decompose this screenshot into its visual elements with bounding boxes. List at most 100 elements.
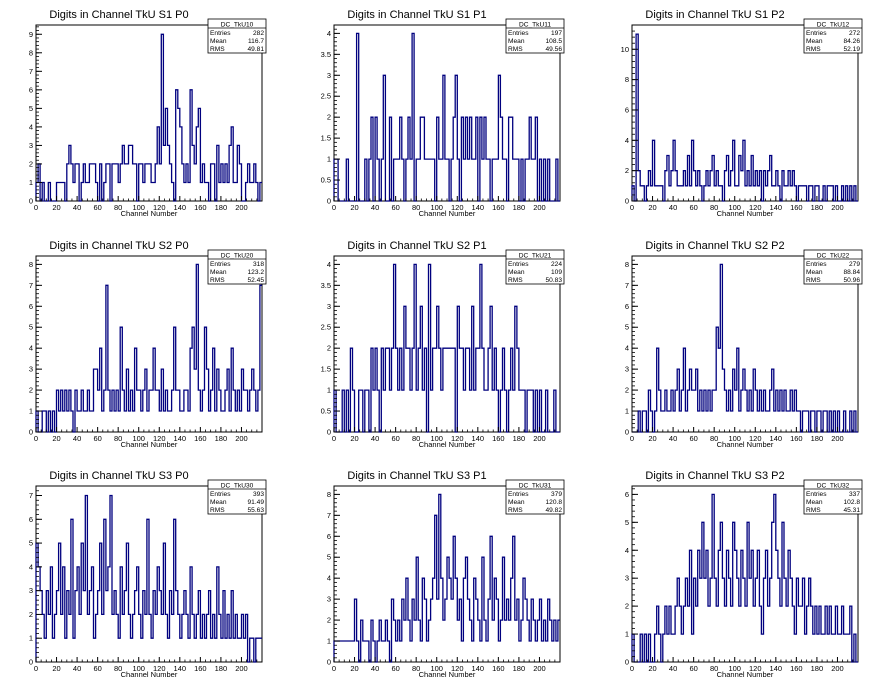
y-tick-label: 3	[625, 574, 629, 583]
y-tick-label: 4	[327, 260, 331, 269]
stats-value: 393	[253, 491, 264, 498]
x-tick-label: 140	[174, 203, 187, 212]
y-tick-label: 0	[29, 658, 33, 667]
x-tick-label: 60	[391, 203, 399, 212]
stats-value: 45.31	[843, 507, 860, 514]
y-tick-label: 8	[327, 490, 331, 499]
x-tick-label: 140	[472, 664, 485, 673]
x-tick-label: 60	[391, 664, 399, 673]
y-tick-label: 2.5	[321, 323, 331, 332]
stats-label: RMS	[508, 507, 523, 514]
stats-value: 109	[551, 269, 562, 276]
y-tick-label: 6	[625, 105, 629, 114]
y-tick-label: 5	[625, 323, 629, 332]
y-tick-label: 6	[29, 85, 33, 94]
x-tick-label: 140	[770, 203, 783, 212]
stats-label: RMS	[508, 46, 523, 53]
y-tick-label: 7	[29, 67, 33, 76]
x-tick-label: 20	[52, 664, 60, 673]
x-tick-label: 40	[371, 203, 379, 212]
x-tick-label: 80	[114, 664, 122, 673]
stats-value: 379	[551, 491, 562, 498]
y-tick-label: 5	[625, 518, 629, 527]
x-tick-label: 180	[513, 434, 526, 443]
stats-label: Entries	[806, 30, 827, 37]
y-tick-label: 1	[327, 637, 331, 646]
y-tick-label: 2	[625, 602, 629, 611]
stats-label: RMS	[210, 507, 225, 514]
stats-label: RMS	[806, 507, 821, 514]
y-tick-label: 4	[327, 574, 331, 583]
stats-value: 50.96	[843, 277, 860, 284]
stats-label: Entries	[508, 491, 529, 498]
x-tick-label: 20	[52, 203, 60, 212]
chart-title: Digits in Channel TkU S2 P0	[49, 240, 188, 252]
y-tick-label: 3	[327, 71, 331, 80]
stats-value: 52.45	[247, 277, 264, 284]
histogram-line	[333, 32, 560, 202]
x-tick-label: 200	[533, 664, 546, 673]
y-tick-label: 0	[327, 197, 331, 206]
y-tick-label: 1	[29, 634, 33, 643]
stats-value: 50.83	[545, 277, 562, 284]
x-tick-label: 160	[492, 664, 505, 673]
stats-value: 279	[849, 261, 860, 268]
x-tick-label: 120	[749, 203, 762, 212]
x-tick-label: 20	[350, 203, 358, 212]
stats-value: 88.84	[843, 269, 860, 276]
x-tick-label: 100	[132, 203, 145, 212]
x-tick-label: 180	[811, 664, 824, 673]
x-tick-label: 0	[332, 664, 336, 673]
y-tick-label: 2	[327, 616, 331, 625]
stats-value: 84.26	[843, 38, 860, 45]
x-axis-label: Channel Number	[121, 440, 178, 449]
x-tick-label: 60	[391, 434, 399, 443]
y-tick-label: 2	[29, 610, 33, 619]
x-axis-label: Channel Number	[121, 209, 178, 218]
stats-label: Mean	[508, 269, 525, 276]
y-tick-label: 2	[625, 166, 629, 175]
x-tick-label: 60	[689, 434, 697, 443]
y-tick-label: 0	[625, 197, 629, 206]
y-tick-label: 2	[327, 344, 331, 353]
x-tick-label: 60	[689, 203, 697, 212]
stats-value: 108.5	[545, 38, 562, 45]
y-tick-label: 3	[29, 141, 33, 150]
stats-label: Mean	[210, 38, 227, 45]
y-tick-label: 2	[625, 386, 629, 395]
histogram-panel-9: Digits in Channel TkU S3 P20 20 40 60 80 100 1…	[625, 470, 863, 679]
histogram-panel-4: Digits in Channel TkU S2 P00 20 40 60 80 100 1…	[29, 240, 267, 449]
x-tick-label: 200	[235, 203, 248, 212]
x-axis-label: Channel Number	[419, 440, 476, 449]
x-tick-label: 20	[648, 203, 656, 212]
histogram-panel-3: Digits in Channel TkU S1 P20 20 40 60 80 100 1…	[621, 9, 863, 218]
y-tick-label: 2.5	[321, 92, 331, 101]
y-tick-label: 0.5	[321, 407, 331, 416]
x-tick-label: 120	[749, 434, 762, 443]
x-tick-label: 120	[153, 664, 166, 673]
chart-title: Digits in Channel TkU S1 P1	[347, 9, 486, 21]
stats-value: 55.63	[247, 507, 264, 514]
histogram-panel-8: Digits in Channel TkU S3 P10 20 40 60 80 100 1…	[327, 470, 565, 679]
stats-box-name: DC_TkU11	[519, 22, 551, 29]
y-tick-label: 10	[621, 45, 629, 54]
y-tick-label: 2	[29, 159, 33, 168]
y-tick-label: 7	[29, 491, 33, 500]
x-tick-label: 100	[132, 434, 145, 443]
stats-value: 123.2	[247, 269, 264, 276]
stats-label: Mean	[508, 499, 525, 506]
x-tick-label: 20	[648, 434, 656, 443]
x-tick-label: 160	[492, 434, 505, 443]
y-tick-label: 3	[327, 595, 331, 604]
y-tick-label: 4	[29, 562, 33, 571]
stats-label: Mean	[806, 38, 823, 45]
y-tick-label: 6	[29, 302, 33, 311]
stats-value: 91.49	[247, 499, 264, 506]
stats-value: 318	[253, 261, 264, 268]
histogram-line	[35, 33, 262, 202]
